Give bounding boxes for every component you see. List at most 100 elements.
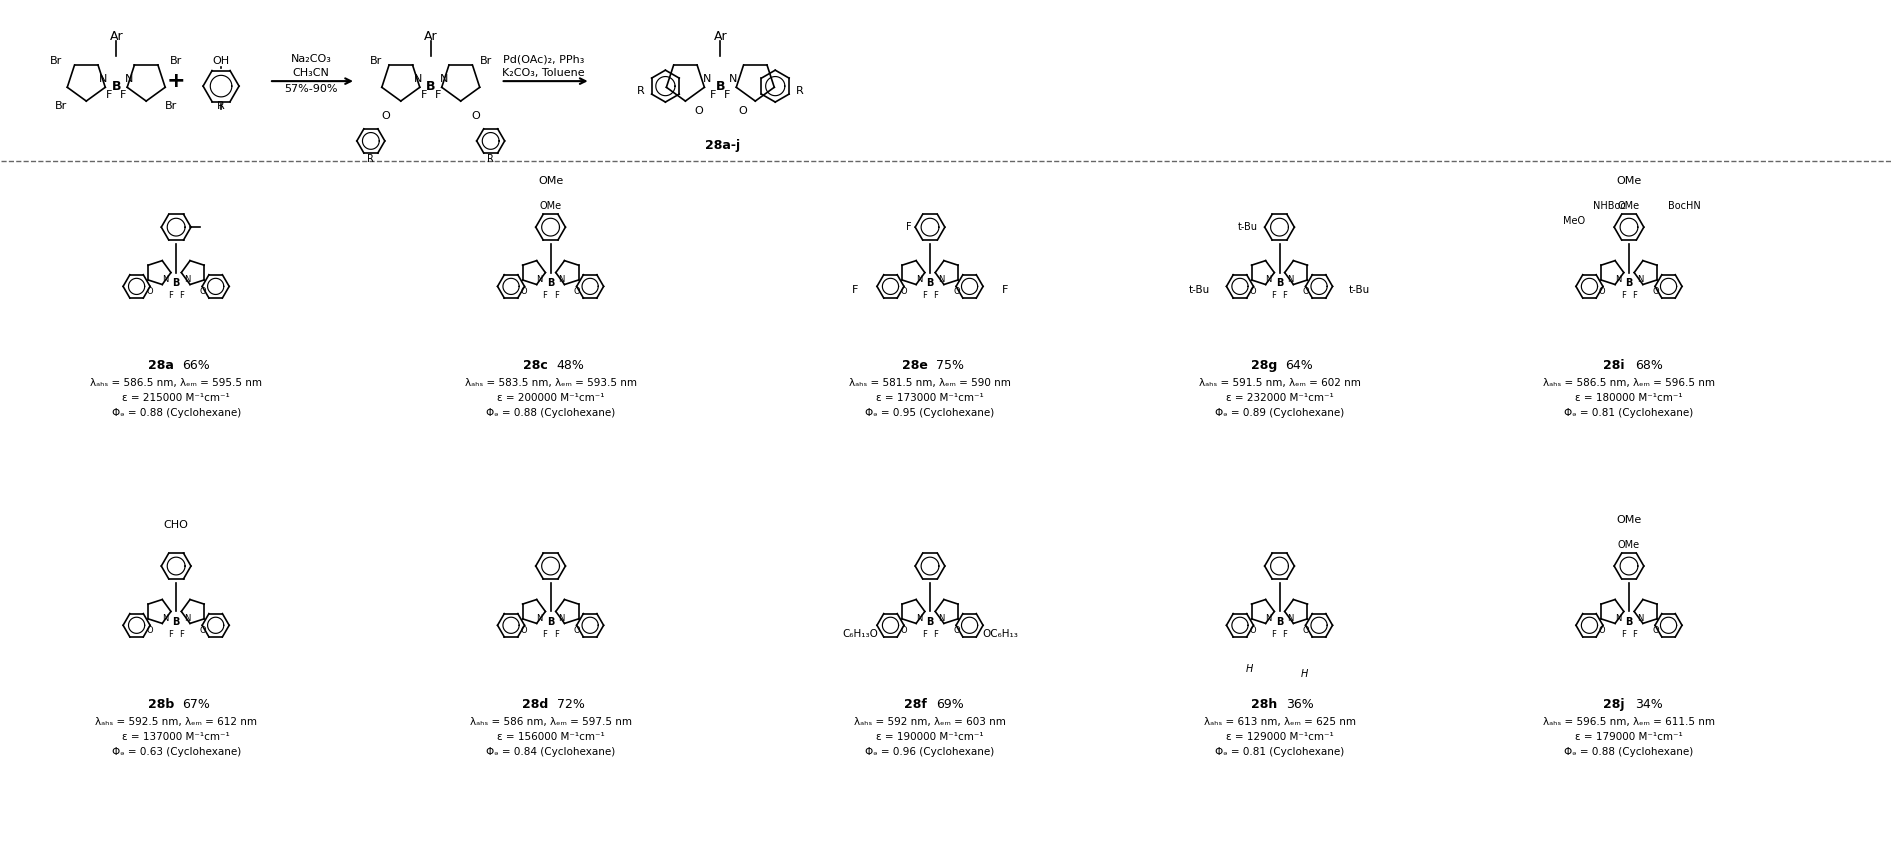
Text: B: B bbox=[547, 278, 554, 288]
Text: ε = 215000 M⁻¹cm⁻¹: ε = 215000 M⁻¹cm⁻¹ bbox=[123, 393, 231, 403]
Text: ε = 190000 M⁻¹cm⁻¹: ε = 190000 M⁻¹cm⁻¹ bbox=[876, 732, 984, 742]
Text: O: O bbox=[901, 287, 906, 296]
Text: N: N bbox=[163, 275, 168, 284]
Text: F: F bbox=[168, 291, 172, 300]
Text: F: F bbox=[420, 90, 428, 100]
Text: OMe: OMe bbox=[1616, 176, 1642, 186]
Text: Φₔ = 0.84 (Cyclohexane): Φₔ = 0.84 (Cyclohexane) bbox=[486, 747, 615, 757]
Text: ε = 232000 M⁻¹cm⁻¹: ε = 232000 M⁻¹cm⁻¹ bbox=[1226, 393, 1334, 403]
Text: B: B bbox=[112, 80, 121, 93]
Text: CH₃CN: CH₃CN bbox=[293, 68, 329, 78]
Text: B: B bbox=[1625, 278, 1633, 288]
Text: Φₔ = 0.63 (Cyclohexane): Φₔ = 0.63 (Cyclohexane) bbox=[112, 747, 240, 757]
Text: F: F bbox=[1271, 630, 1277, 638]
Text: N: N bbox=[184, 275, 191, 284]
Text: ε = 137000 M⁻¹cm⁻¹: ε = 137000 M⁻¹cm⁻¹ bbox=[123, 732, 231, 742]
Text: 68%: 68% bbox=[1635, 359, 1663, 372]
Text: t-Bu: t-Bu bbox=[1237, 222, 1258, 232]
Text: O: O bbox=[1249, 287, 1256, 296]
Text: OMe: OMe bbox=[1618, 201, 1640, 211]
Text: λₐₕₛ = 591.5 nm, λₑₘ = 602 nm: λₐₕₛ = 591.5 nm, λₑₘ = 602 nm bbox=[1198, 378, 1360, 388]
Text: F: F bbox=[851, 285, 859, 295]
Text: Br: Br bbox=[170, 56, 182, 66]
Text: λₐₕₛ = 586.5 nm, λₑₘ = 595.5 nm: λₐₕₛ = 586.5 nm, λₑₘ = 595.5 nm bbox=[91, 378, 263, 388]
Text: O: O bbox=[573, 625, 581, 635]
Text: 69%: 69% bbox=[937, 698, 963, 711]
Text: 28b: 28b bbox=[148, 698, 174, 711]
Text: Φₔ = 0.95 (Cyclohexane): Φₔ = 0.95 (Cyclohexane) bbox=[865, 408, 995, 418]
Text: B: B bbox=[1275, 278, 1283, 288]
Text: F: F bbox=[168, 630, 172, 638]
Text: Br: Br bbox=[479, 56, 492, 66]
Text: N: N bbox=[184, 614, 191, 623]
Text: 75%: 75% bbox=[937, 359, 965, 372]
Text: O: O bbox=[1599, 287, 1606, 296]
Text: 48%: 48% bbox=[556, 359, 585, 372]
Text: B: B bbox=[1625, 617, 1633, 627]
Text: 28e: 28e bbox=[902, 359, 927, 372]
Text: F: F bbox=[554, 291, 558, 300]
Text: BocHN: BocHN bbox=[1667, 201, 1701, 211]
Text: O: O bbox=[146, 287, 153, 296]
Text: N: N bbox=[558, 614, 564, 623]
Text: ε = 173000 M⁻¹cm⁻¹: ε = 173000 M⁻¹cm⁻¹ bbox=[876, 393, 984, 403]
Text: OC₆H₁₃: OC₆H₁₃ bbox=[982, 630, 1018, 639]
Text: λₐₕₛ = 586.5 nm, λₑₘ = 596.5 nm: λₐₕₛ = 586.5 nm, λₑₘ = 596.5 nm bbox=[1544, 378, 1714, 388]
Text: F: F bbox=[921, 291, 927, 300]
Text: 28c: 28c bbox=[524, 359, 549, 372]
Text: Φₔ = 0.81 (Cyclohexane): Φₔ = 0.81 (Cyclohexane) bbox=[1215, 747, 1343, 757]
Text: 72%: 72% bbox=[556, 698, 585, 711]
Text: 64%: 64% bbox=[1285, 359, 1313, 372]
Text: O: O bbox=[199, 287, 206, 296]
Text: λₐₕₛ = 592 nm, λₑₘ = 603 nm: λₐₕₛ = 592 nm, λₑₘ = 603 nm bbox=[853, 717, 1007, 727]
Text: O: O bbox=[954, 287, 959, 296]
Text: N: N bbox=[916, 275, 921, 284]
Text: O: O bbox=[738, 106, 747, 116]
Text: O: O bbox=[382, 111, 390, 121]
Text: O: O bbox=[1249, 625, 1256, 635]
Text: B: B bbox=[927, 617, 935, 627]
Text: λₐₕₛ = 583.5 nm, λₑₘ = 593.5 nm: λₐₕₛ = 583.5 nm, λₑₘ = 593.5 nm bbox=[465, 378, 636, 388]
Text: R: R bbox=[367, 154, 375, 164]
Text: Φₔ = 0.89 (Cyclohexane): Φₔ = 0.89 (Cyclohexane) bbox=[1215, 408, 1343, 418]
Text: 28f: 28f bbox=[904, 698, 927, 711]
Text: O: O bbox=[573, 287, 581, 296]
Text: Ar: Ar bbox=[713, 30, 727, 43]
Text: ε = 156000 M⁻¹cm⁻¹: ε = 156000 M⁻¹cm⁻¹ bbox=[498, 732, 604, 742]
Text: R: R bbox=[488, 154, 494, 164]
Text: O: O bbox=[954, 625, 959, 635]
Text: +: + bbox=[166, 71, 185, 91]
Text: N: N bbox=[1287, 614, 1294, 623]
Text: 28j: 28j bbox=[1603, 698, 1625, 711]
Text: NHBoc: NHBoc bbox=[1593, 201, 1625, 211]
Text: K₂CO₃, Toluene: K₂CO₃, Toluene bbox=[501, 68, 585, 78]
Text: N: N bbox=[414, 74, 422, 84]
Text: N: N bbox=[439, 74, 448, 84]
Text: O: O bbox=[520, 625, 528, 635]
Text: OMe: OMe bbox=[537, 176, 564, 186]
Text: 28d: 28d bbox=[522, 698, 549, 711]
Text: 34%: 34% bbox=[1635, 698, 1663, 711]
Text: 36%: 36% bbox=[1285, 698, 1313, 711]
Text: Br: Br bbox=[369, 56, 382, 66]
Text: Na₂CO₃: Na₂CO₃ bbox=[291, 54, 331, 64]
Text: F: F bbox=[1271, 291, 1277, 300]
Text: F: F bbox=[543, 291, 547, 300]
Text: 28g: 28g bbox=[1251, 359, 1277, 372]
Text: N: N bbox=[1287, 275, 1294, 284]
Text: F: F bbox=[921, 630, 927, 638]
Text: λₐₕₛ = 596.5 nm, λₑₘ = 611.5 nm: λₐₕₛ = 596.5 nm, λₑₘ = 611.5 nm bbox=[1544, 717, 1714, 727]
Text: N: N bbox=[728, 74, 738, 84]
Text: 67%: 67% bbox=[182, 698, 210, 711]
Text: O: O bbox=[146, 625, 153, 635]
Text: R: R bbox=[636, 86, 645, 96]
Text: N: N bbox=[1616, 275, 1621, 284]
Text: N: N bbox=[98, 74, 108, 84]
Text: N: N bbox=[938, 275, 944, 284]
Text: O: O bbox=[471, 111, 481, 121]
Text: B: B bbox=[426, 80, 435, 93]
Text: O: O bbox=[1599, 625, 1606, 635]
Text: MeO: MeO bbox=[1563, 215, 1585, 226]
Text: H: H bbox=[1302, 669, 1307, 679]
Text: N: N bbox=[1637, 614, 1642, 623]
